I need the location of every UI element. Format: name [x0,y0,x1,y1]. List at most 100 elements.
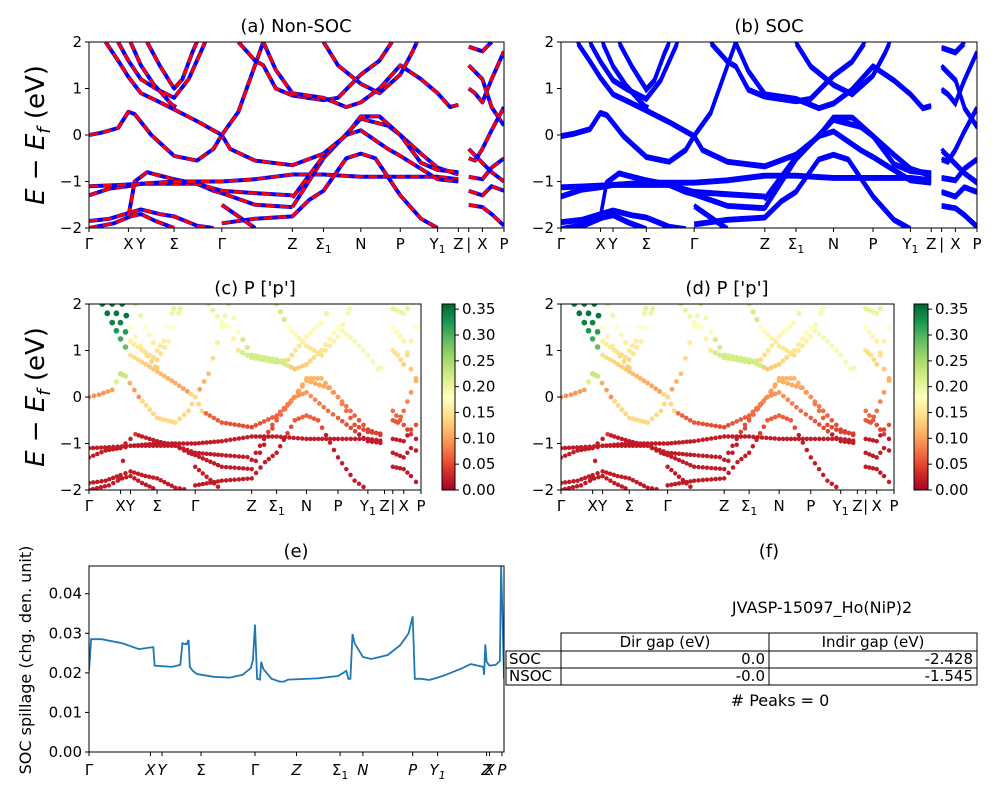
projection-point [657,447,662,453]
projection-point [119,444,125,449]
y-tick-label: −1 [60,173,82,191]
y-tick-label: 0.03 [49,624,82,642]
projection-point [721,424,727,430]
projection-point [94,445,100,451]
projection-point [335,415,341,421]
projection-point [671,408,677,414]
projection-point [878,450,883,456]
projection-point [812,418,818,424]
projection-point [721,476,727,481]
projection-point [323,380,328,386]
projection-point [215,479,221,484]
projection-point [679,413,685,418]
projection-point [253,434,259,439]
projection-point [641,441,647,446]
projection-point [303,334,310,340]
colorbar-tick-label: 0.35 [935,300,968,318]
projection-point [98,484,104,490]
x-tick-label: X [483,761,495,779]
projection-point [804,338,810,344]
projection-point [574,484,580,489]
spillage-ylabel: SOC spillage (chg. den. unit) [16,546,35,775]
projection-point [165,418,171,424]
projection-point [661,401,667,407]
projection-point [780,330,786,336]
x-tick-label: Y1 [901,235,918,256]
projection-point [214,340,220,346]
projection-point [825,413,830,418]
band-line-soc [561,207,687,228]
projection-point [373,440,379,445]
projection-point [177,444,182,450]
projection-point [785,397,791,403]
projection-point [776,436,782,442]
projection-point [843,359,849,365]
projection-point [730,421,735,426]
projection-point [757,402,763,407]
projection-point [215,439,221,444]
colorbar-tick-label: 0.30 [935,326,968,344]
projection-point [323,348,328,353]
projection-point [348,472,353,478]
projection-point [356,417,362,423]
projection-point [369,430,375,435]
projection-point [595,312,602,319]
y-tick-label: 1 [544,342,554,360]
projection-point [627,476,632,481]
projection-point [335,455,341,460]
projection-point [581,304,588,307]
projection-point [808,436,814,442]
projection-point [863,408,869,414]
projection-point [630,441,636,446]
projection-point [678,304,684,307]
projection-point [327,336,333,342]
projection-point [165,481,171,487]
x-tick-label: N [773,497,784,515]
projection-point [401,455,406,460]
projection-point [672,440,678,446]
projection-point [319,425,325,431]
y-tick-label: 0.02 [49,664,82,682]
projection-point [304,361,309,367]
projection-point [739,456,744,462]
projection-point [582,475,588,481]
projection-point [228,465,233,470]
projection-point [850,431,856,436]
projection-point [877,399,883,404]
projection-point [307,358,313,364]
projection-point [591,444,597,449]
projection-point [181,412,187,418]
projection-point [765,366,770,372]
projection-point [742,426,748,431]
projection-point [169,310,175,316]
projection-point [90,453,96,458]
band-line-soc [941,156,977,181]
projection-point [113,379,120,385]
projection-point [266,429,271,435]
projection-point [581,387,587,393]
projection-point [204,440,209,445]
projection-point [585,379,592,385]
projection-point [870,453,876,459]
projection-point [717,466,723,471]
projection-point [278,434,284,440]
projection-point [307,345,313,351]
projection-point [89,394,92,400]
projection-point [394,437,399,442]
colorbar-tick-label: 0.00 [935,481,968,499]
projection-point [787,375,793,381]
projection-point [649,486,655,490]
projection-point [161,373,167,379]
projection-point [870,438,876,443]
projection-point [772,436,778,441]
projection-point [816,422,822,427]
x-tick-label: X [950,235,960,253]
projection-point [405,433,410,438]
projection-point [829,436,835,442]
projection-point [585,327,592,334]
projection-point [590,472,595,478]
projection-point [165,441,171,446]
projection-point [110,444,116,450]
projection-point [604,476,609,481]
projection-point [397,334,403,340]
